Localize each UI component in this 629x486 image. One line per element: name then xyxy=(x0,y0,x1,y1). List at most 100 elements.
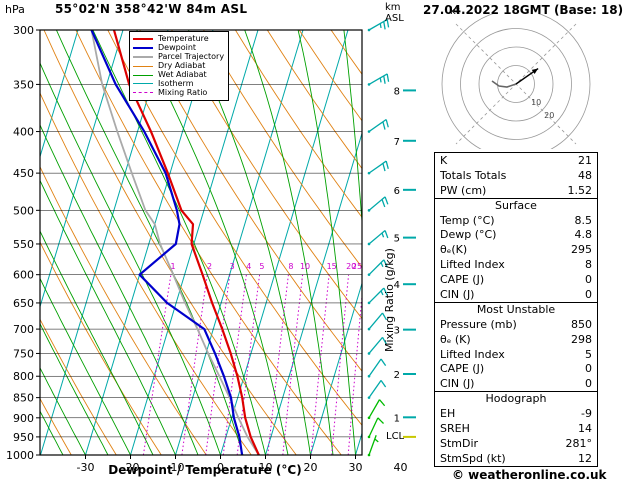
stats-table: K 21 Totals Totals 48 PW (cm) 1.52 Surface Temp… xyxy=(434,152,598,467)
stat-value: 4.8 xyxy=(574,228,593,242)
pressure-tick-label: 900 xyxy=(13,412,34,425)
wind-barb xyxy=(367,358,387,378)
mixing-ratio-line xyxy=(142,274,172,455)
legend-label: Mixing Ratio xyxy=(158,87,208,97)
wet-adiabat-line xyxy=(415,30,423,455)
km-tick-label: 5 xyxy=(394,234,400,245)
mixing-ratio-line xyxy=(236,274,261,455)
pressure-tick-label: 800 xyxy=(13,370,34,383)
mixing-ratio-value-label: 25 xyxy=(352,262,362,271)
stat-row: θₑ (K) 298 xyxy=(435,332,597,347)
temp-tick-label: -20 xyxy=(122,461,140,474)
stat-row: CIN (J) 0 xyxy=(435,376,597,391)
stat-label: PW (cm) xyxy=(440,183,487,197)
km-label: km xyxy=(385,2,401,13)
stat-value: 21 xyxy=(578,153,592,167)
stat-label: Dewp (°C) xyxy=(440,228,497,242)
stat-row: CAPE (J) 0 xyxy=(435,272,597,287)
stat-label: CIN (J) xyxy=(440,287,475,301)
stat-row: CIN (J) 0 xyxy=(435,287,597,302)
stat-row: Totals Totals 48 xyxy=(435,168,597,183)
lcl-label: LCL xyxy=(386,431,405,442)
mixing-ratio-value-label: 8 xyxy=(288,262,293,271)
wind-barb xyxy=(367,312,388,331)
pressure-tick-label: 750 xyxy=(13,347,34,360)
station-title: 55°02'N 358°42'W 84m ASL xyxy=(55,2,248,16)
wind-barb xyxy=(367,73,390,86)
pressure-tick-label: 500 xyxy=(13,204,34,217)
wind-barb xyxy=(367,435,379,457)
stat-row: SREH 14 xyxy=(435,421,597,436)
legend-item: Temperature xyxy=(133,35,224,44)
parcel-trajectory-curve xyxy=(90,30,260,455)
copyright: © weatheronline.co.uk xyxy=(452,468,607,482)
stat-value: -9 xyxy=(581,407,592,421)
temp-tick-label: 20 xyxy=(304,461,318,474)
stat-label: Temp (°C) xyxy=(440,213,495,227)
pressure-tick-label: 300 xyxy=(13,24,34,37)
stat-value: 8 xyxy=(585,258,592,272)
hodograph-ring-label: 10 xyxy=(531,98,541,107)
stat-label: Pressure (mb) xyxy=(440,317,517,331)
dewpoint-curve xyxy=(90,30,244,455)
km-tick-label: 2 xyxy=(394,370,400,381)
legend-item: Mixing Ratio xyxy=(133,88,224,97)
isotherm-line xyxy=(40,30,79,159)
stats-section-header: Surface xyxy=(435,197,597,213)
wind-barbs xyxy=(367,18,390,457)
pressure-tick-label: 650 xyxy=(13,297,34,310)
pressure-tick-label: 700 xyxy=(13,323,34,336)
temp-tick-label: 30 xyxy=(349,461,363,474)
temp-tick-label: 10 xyxy=(259,461,273,474)
legend-label: Dry Adiabat xyxy=(158,61,206,71)
pressure-unit-label: hPa xyxy=(5,3,25,16)
stat-value: 5 xyxy=(585,347,592,361)
stat-label: SREH xyxy=(440,421,470,435)
stat-row: Dewp (°C) 4.8 xyxy=(435,227,597,242)
mixing-ratio-line xyxy=(267,274,289,455)
skewt-axes: 1 2 3 4 5 8 10 15 202530035040045050055060065070… xyxy=(6,24,416,474)
legend-box: Temperature Dewpoint Parcel Trajectory Dry … xyxy=(129,31,230,102)
km-tick-label: 7 xyxy=(394,137,400,148)
legend-line-swatch xyxy=(133,38,153,41)
stat-value: 0 xyxy=(585,287,592,301)
legend-item: Dry Adiabat xyxy=(133,62,224,71)
legend-line-swatch xyxy=(133,92,153,94)
wind-barb xyxy=(367,118,389,133)
stat-row: CAPE (J) 0 xyxy=(435,361,597,376)
legend-label: Temperature xyxy=(158,34,209,44)
stats-section-header: Most Unstable xyxy=(435,301,597,317)
wet-adiabat-line xyxy=(40,366,86,455)
stat-row: PW (cm) 1.52 xyxy=(435,183,597,198)
mixing-ratio-line xyxy=(331,274,350,455)
stat-row: StmSpd (kt) 12 xyxy=(435,451,597,466)
legend-label: Wet Adiabat xyxy=(158,70,207,79)
isotherm-line xyxy=(310,281,362,455)
legend-line-swatch xyxy=(133,83,153,85)
storm-motion-arrowhead xyxy=(531,68,539,75)
stat-value: 12 xyxy=(578,451,592,465)
legend-label: Isotherm xyxy=(158,78,194,88)
mixing-ratio-line xyxy=(205,274,231,455)
temperature-curve xyxy=(112,30,260,455)
stat-row: StmDir 281° xyxy=(435,436,597,451)
mixing-ratio-value-label: 2 xyxy=(207,262,212,271)
altitude-axis-title: km ASL xyxy=(385,2,404,24)
isotherm-line xyxy=(130,30,259,455)
temp-tick-label: 40 xyxy=(394,461,408,474)
pressure-tick-label: 550 xyxy=(13,238,34,251)
stat-value: 1.52 xyxy=(567,183,593,197)
wind-barb xyxy=(367,18,390,32)
mixing-ratio-value-label: 10 xyxy=(300,262,310,271)
stat-label: StmSpd (kt) xyxy=(440,451,506,465)
hodograph-ring xyxy=(478,46,554,122)
mixing-ratio-value-label: 5 xyxy=(259,262,264,271)
dry-adiabat-line xyxy=(266,30,362,170)
stat-label: Lifted Index xyxy=(440,347,505,361)
dry-adiabat-line xyxy=(235,30,362,219)
pressure-tick-label: 450 xyxy=(13,167,34,180)
skewt-background-lines xyxy=(40,30,423,455)
km-tick-label: 3 xyxy=(394,326,400,337)
legend-item: Parcel Trajectory xyxy=(133,53,224,62)
